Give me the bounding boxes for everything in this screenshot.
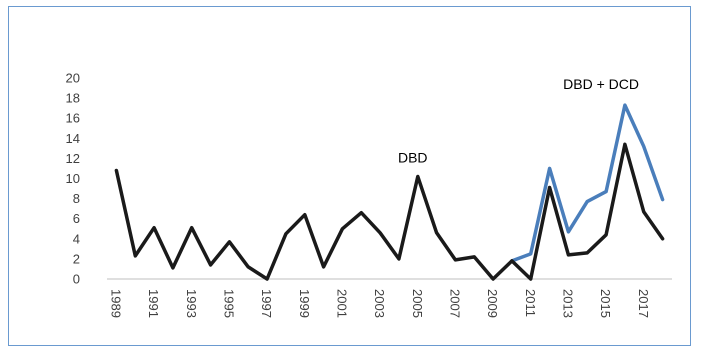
x-tick-label: 2015 xyxy=(598,289,613,318)
x-tick-label: 1999 xyxy=(297,289,312,318)
series-line-1 xyxy=(510,103,665,263)
series-layer xyxy=(114,103,665,281)
x-tick-label: 2009 xyxy=(485,289,500,318)
y-tick-label: 6 xyxy=(73,211,80,226)
x-tick-label: 2013 xyxy=(560,289,575,318)
y-tick-label: 14 xyxy=(66,131,80,146)
y-tick-label: 16 xyxy=(66,111,80,126)
y-tick-label: 8 xyxy=(73,191,80,206)
x-tick-label: 1989 xyxy=(108,289,123,318)
y-tick-label: 10 xyxy=(66,171,80,186)
y-tick-label: 12 xyxy=(66,151,80,166)
y-tick-label: 18 xyxy=(66,91,80,106)
x-tick-label: 1993 xyxy=(184,289,199,318)
x-tick-label: 1997 xyxy=(259,289,274,318)
x-tick-label: 1991 xyxy=(146,289,161,318)
annotation-label: DBD xyxy=(398,149,428,165)
x-tick-label: 2005 xyxy=(410,289,425,318)
y-tick-label: 4 xyxy=(73,231,80,246)
y-tick-label: 20 xyxy=(66,71,80,86)
x-tick-label: 2011 xyxy=(523,289,538,317)
x-tick-label: 2017 xyxy=(636,289,651,318)
y-axis-ticks: 0 2 4 6 8 10 12 14 16 18 20 xyxy=(66,71,80,287)
chart-frame xyxy=(8,6,691,346)
y-tick-label: 2 xyxy=(73,251,80,266)
x-axis-ticks: 1989 1991 1993 1995 1997 1999 2001 2003 2005 2007… xyxy=(108,289,650,318)
y-tick-label: 0 xyxy=(73,272,80,287)
x-tick-label: 2007 xyxy=(447,289,462,318)
x-tick-label: 2003 xyxy=(372,289,387,318)
x-tick-label: 2001 xyxy=(334,289,349,318)
x-tick-label: 1995 xyxy=(221,289,236,318)
annotation-label: DBD + DCD xyxy=(563,76,639,92)
annotations: DBD DBD + DCD xyxy=(398,76,639,165)
series-line-2 xyxy=(114,142,665,281)
